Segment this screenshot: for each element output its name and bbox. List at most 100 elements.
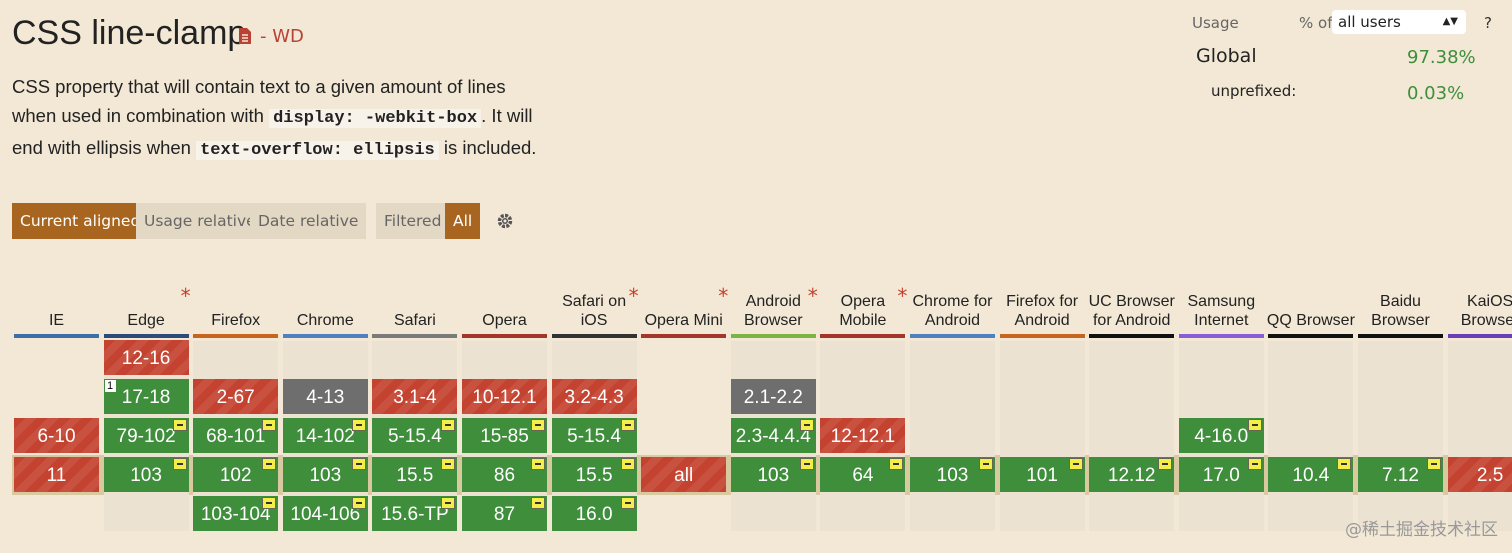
support-cell[interactable]: 5-15.4 [551,418,637,453]
browser-flag: * [180,284,191,308]
support-cell[interactable]: 16.0 [551,496,637,531]
code: text-overflow: ellipsis [196,141,439,160]
browser-bar [1447,334,1512,338]
support-cell[interactable]: 103-104 [193,496,279,531]
column-bg [1358,341,1443,531]
support-cell[interactable]: all [641,457,727,492]
support-cell[interactable]: 101 [999,457,1085,492]
cell-label: 103-104 [200,504,271,525]
support-cell[interactable]: 6-10 [14,418,99,453]
cell-label: 10.4 [1292,465,1330,486]
browser-name: Safari [393,312,436,329]
prefix-badge [531,419,545,431]
support-cell[interactable]: 87 [462,496,547,531]
browser-name: Android Browser [743,293,803,329]
browser-column: Chrome 4-13 14-102 103 104-106 [282,250,368,540]
prefix-badge [889,458,904,470]
support-cell[interactable]: 103 [910,457,995,492]
browser-bar [103,334,189,338]
usage-of: % of [1299,14,1333,32]
browser-name: Firefox [211,312,261,329]
browser-name: Opera [482,312,527,329]
status[interactable]: - WD [260,26,304,47]
support-cell[interactable]: 12-16 [103,340,189,375]
cell-label: 14-102 [295,426,355,447]
support-cell[interactable]: 2-67 [193,379,279,414]
prefix-badge [799,458,814,470]
column-bg [999,341,1085,531]
cell-label: 68-101 [206,426,266,447]
select[interactable]: all users ▲▼ [1332,10,1466,34]
support-cell[interactable]: 68-101 [193,418,279,453]
filter-button[interactable]: All [445,203,481,239]
support-cell[interactable]: 4-13 [282,379,368,414]
support-cell[interactable]: 64 [820,457,906,492]
cell-label: 5-15.4 [567,426,622,447]
support-cell[interactable]: 12-12.1 [820,418,906,453]
browser-bar [462,334,547,338]
support-cell[interactable]: 103 [103,457,189,492]
browser-name: Samsung Internet [1187,293,1256,329]
cell-label: 15.5 [575,465,613,486]
support-cell[interactable]: 86 [462,457,547,492]
support-cell[interactable]: 15.5 [372,457,458,492]
cell-label: 17-18 [121,387,171,408]
cell-label: 12.12 [1107,465,1156,486]
select-value: all users [1338,13,1401,31]
browser-name: Baidu Browser [1371,293,1430,329]
cell-label: all [674,465,694,486]
support-cell[interactable]: 15.6-TP [372,496,458,531]
cell-label: 2.3-4.4.4 [735,426,811,447]
support-cell[interactable]: 14-102 [282,418,368,453]
support-cell[interactable]: 102 [193,457,279,492]
watermark: @稀土掘金技术社区 [1345,520,1498,540]
prefix-badge [262,419,277,431]
support-cell[interactable]: 104-106 [282,496,368,531]
mode-button[interactable]: Current aligned [12,203,149,239]
prefix-badge [441,497,456,509]
select-arrow: ▲▼ [1442,16,1458,27]
cell-label: 102 [219,465,252,486]
support-cell[interactable]: 4-16.0 [1178,418,1264,453]
browser-bar [372,334,458,338]
prefix-badge [172,458,187,470]
prefix-badge [531,497,545,509]
support-cell[interactable]: 3.1-4 [372,379,458,414]
browser-column: Opera Mobile * 12-12.1 64 [820,250,908,540]
cell-label: 5-15.4 [387,426,442,447]
settings-icon[interactable] [496,212,514,230]
help[interactable]: ? [1484,14,1492,32]
support-cell[interactable]: 11 [14,457,99,492]
cell-label: 103 [130,465,162,486]
support-cell[interactable]: 10-12.1 [462,379,547,414]
support-cell[interactable]: 103 [282,457,368,492]
support-table: IE 6-10 11 Edge * 12-16 17-18 1 79-102 103 Firefox… [0,250,1512,540]
support-cell[interactable]: 103 [730,457,816,492]
support-cell[interactable]: 15-85 [462,418,547,453]
text: CSS property that will contain text to a… [12,76,506,126]
mode-button[interactable]: Usage relative [136,203,264,239]
support-cell[interactable]: 12.12 [1089,457,1175,492]
support-cell[interactable]: 15.5 [551,457,637,492]
browser-column: Android Browser * 2.1-2.2 2.3-4.4.4 103 [730,250,818,540]
support-cell[interactable]: 17.0 [1178,457,1264,492]
filter-button[interactable]: Filtered [376,203,450,239]
support-cell[interactable]: 79-102 [103,418,189,453]
browser-bar [551,334,637,338]
browser-flag: * [897,284,908,308]
support-cell[interactable]: 2.5 [1447,457,1512,492]
prefix-badge [172,419,187,431]
support-cell[interactable]: 2.3-4.4.4 [730,418,816,453]
support-cell[interactable]: 5-15.4 [372,418,458,453]
prefix-badge [441,458,456,470]
browser-name: Firefox for Android [1006,293,1079,329]
browser-column: Opera Mini * all [641,250,728,540]
support-cell[interactable]: 10.4 [1268,457,1354,492]
browser-bar [730,334,816,338]
column-bg [910,341,995,531]
mode-button[interactable]: Date relative [250,203,367,239]
support-cell[interactable]: 3.2-4.3 [551,379,637,414]
support-cell[interactable]: 17-18 1 [103,379,189,414]
support-cell[interactable]: 7.12 [1358,457,1443,492]
support-cell[interactable]: 2.1-2.2 [730,379,816,414]
